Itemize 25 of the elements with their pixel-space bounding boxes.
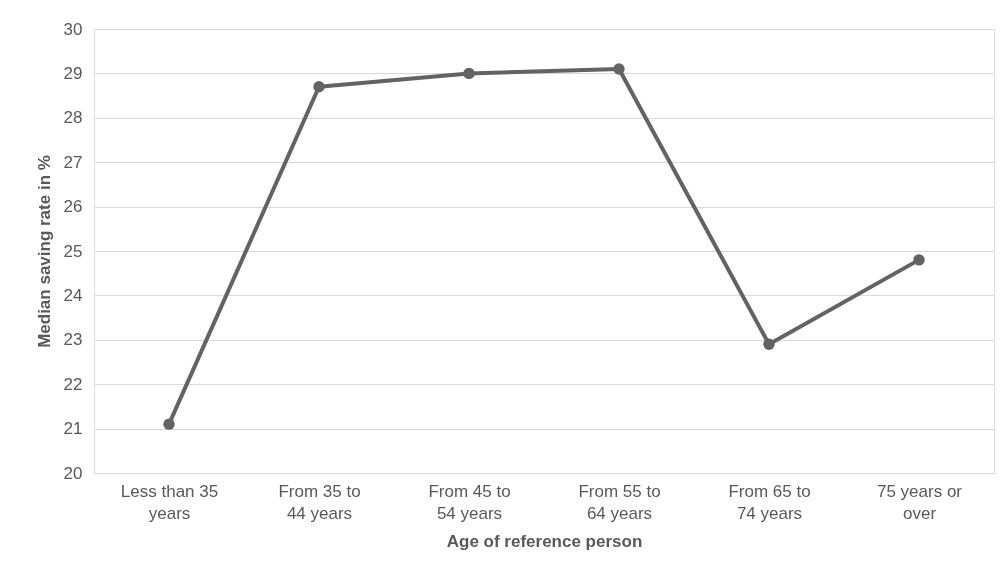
x-tick-label: From 55 to 64 years	[578, 481, 661, 523]
point	[913, 254, 925, 266]
point	[313, 81, 325, 93]
y-tick-label: 27	[63, 152, 83, 172]
y-tick-label: 20	[63, 463, 83, 483]
x-tick-label: From 45 to 54 years	[428, 481, 511, 523]
y-tick-label: 26	[63, 197, 83, 217]
point	[163, 418, 175, 430]
point	[763, 338, 775, 350]
x-tick-label: From 35 to 44 years	[278, 481, 361, 523]
y-tick-label: 24	[63, 285, 83, 305]
x-tick-label: From 65 to 74 years	[728, 481, 811, 523]
y-tick-label: 23	[63, 330, 83, 350]
point	[463, 67, 475, 80]
x-tick-label: Less than 35 years	[120, 481, 219, 523]
y-tick-label: 21	[63, 419, 83, 439]
x-tick-label: 75 years or over	[876, 481, 963, 523]
y-axis-title: Median saving rate in %	[34, 155, 54, 348]
y-tick-label: 25	[63, 241, 83, 261]
x-axis-title: Age of reference person	[446, 531, 643, 551]
point	[613, 63, 625, 75]
y-tick-label: 30	[63, 19, 83, 39]
y-tick-label: 28	[63, 108, 83, 128]
y-tick-label: 29	[63, 63, 83, 83]
y-tick-label: 22	[63, 374, 83, 394]
